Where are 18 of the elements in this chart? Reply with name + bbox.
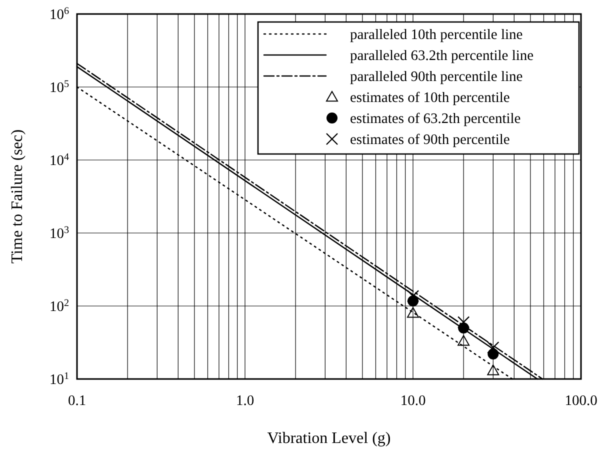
x-tick-label: 100.0	[564, 393, 598, 409]
legend-label: paralleled 63.2th percentile line	[350, 48, 534, 64]
y-tick-label: 10$^{6}$	[49, 6, 69, 23]
y-tick-label: 10$^{3}$	[49, 224, 69, 242]
y-tick-label: 10$^{4}$	[49, 152, 69, 169]
legend-label: estimates of 90th percentile	[350, 132, 510, 148]
legend-label: estimates of 63.2th percentile	[350, 111, 521, 127]
x-tick-label: 10.0	[400, 393, 426, 409]
legend-label: paralleled 10th percentile line	[350, 27, 523, 43]
y-tick-label: 10$^{1}$	[49, 370, 69, 388]
legend-label: estimates of 10th percentile	[350, 90, 510, 106]
legend-label: paralleled 90th percentile line	[350, 69, 523, 85]
x-tick-label: 1.0	[236, 393, 254, 409]
y-tick-label: 10$^{5}$	[49, 78, 69, 96]
x-axis-title: Vibration Level (g)	[267, 430, 391, 447]
y-tick-label: 10$^{2}$	[49, 298, 69, 315]
y-axis-title: Time to Failure (sec)	[9, 129, 26, 264]
x-tick-label: 0.1	[68, 393, 86, 409]
